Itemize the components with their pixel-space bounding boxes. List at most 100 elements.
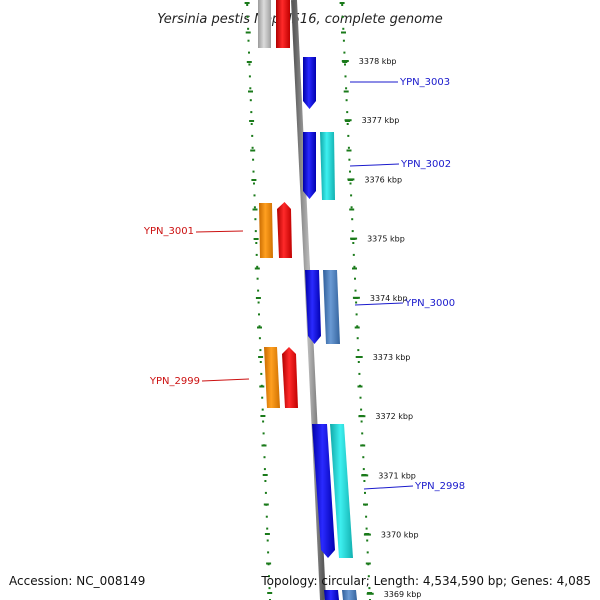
- ruler-tick: [355, 356, 363, 358]
- label-ypn-2999[interactable]: YPN_2999: [149, 376, 200, 387]
- track-dot: [247, 27, 250, 30]
- gene-features: [258, 0, 357, 600]
- track-dot: [263, 468, 266, 471]
- track-dot: [363, 480, 366, 482]
- track-dot: [357, 361, 360, 363]
- track-dash: [251, 179, 257, 181]
- track-dash: [360, 444, 366, 447]
- gene-arrow-ypn-2998-cyan[interactable]: [330, 424, 353, 558]
- track-dash: [263, 503, 269, 506]
- label-ypn-3003[interactable]: YPN_3003: [399, 77, 450, 88]
- track-dot: [349, 170, 351, 173]
- track-dot: [341, 15, 344, 18]
- track-dot: [345, 99, 348, 102]
- track-dot: [250, 111, 253, 114]
- track-dash: [250, 149, 256, 152]
- track-dot: [261, 396, 264, 399]
- track-dot: [347, 146, 350, 149]
- gene-arrow-red-top[interactable]: [276, 0, 290, 48]
- track-dash: [244, 2, 250, 4]
- track-dot: [342, 27, 345, 30]
- ruler-tick-label: 3375 kbp: [367, 235, 405, 244]
- track-dash: [341, 31, 346, 34]
- label-ypn-3000[interactable]: YPN_3000: [404, 298, 455, 309]
- track-dot: [248, 75, 251, 78]
- track-dot: [366, 539, 369, 542]
- gene-arrow-ypn-3003[interactable]: [303, 57, 316, 109]
- label-ypn-3002[interactable]: YPN_3002: [400, 159, 451, 170]
- gene-arrow-ypn-3002-blue[interactable]: [303, 132, 316, 199]
- track-dot: [365, 527, 368, 530]
- dotted-tracks: [244, 2, 373, 600]
- track-dot: [364, 491, 366, 494]
- track-dash: [259, 385, 265, 388]
- track-dot: [251, 134, 254, 137]
- track-dot: [252, 170, 255, 173]
- gene-leaders: [195, 81, 414, 490]
- track-dot: [357, 349, 360, 352]
- track-dot: [351, 230, 354, 233]
- track-dot: [352, 253, 355, 256]
- gene-arrow-ypn-3000-steel[interactable]: [323, 270, 340, 344]
- ruler-tick: [341, 60, 349, 62]
- track-dot: [253, 206, 256, 209]
- track-dot: [358, 372, 361, 375]
- track-dot: [344, 75, 347, 78]
- track-dot: [362, 456, 365, 459]
- gene-arrow-ypn-3000-blue[interactable]: [305, 270, 321, 344]
- ruler-tick: [344, 119, 352, 122]
- track-dot: [246, 4, 249, 6]
- gene-arrow-ypn-3001-orange[interactable]: [259, 203, 273, 258]
- gene-arrow-ypn-2999-orange[interactable]: [264, 347, 280, 408]
- track-dot: [255, 242, 258, 244]
- ruler-tick-label: 3374 kbp: [370, 294, 408, 303]
- ruler-tick-label: 3369 kbp: [384, 590, 422, 599]
- ruler-tick-label: 3377 kbp: [362, 116, 400, 125]
- track-dot: [353, 265, 356, 268]
- kbp-ruler: 3378 kbp 3377 kbp 3376 kbp 3375 kbp 3374 kbp…: [341, 57, 422, 599]
- gene-arrow-ypn-2998-blue[interactable]: [312, 424, 335, 558]
- track-dot: [257, 289, 260, 292]
- gene-labels: YPN_3003 YPN_3002 YPN_3001 YPN_3000 YPN_…: [143, 77, 465, 492]
- gene-arrow-ypn-2999-red[interactable]: [282, 347, 298, 408]
- ruler-tick-label: 3378 kbp: [359, 57, 397, 66]
- leader-ypn-2998: [363, 485, 414, 490]
- leader-ypn-2999: [201, 378, 250, 382]
- track-dash: [354, 326, 360, 329]
- leader-ypn-3002: [349, 163, 400, 167]
- track-dot: [267, 551, 270, 554]
- label-ypn-3001[interactable]: YPN_3001: [143, 226, 194, 237]
- track-dash: [261, 444, 267, 447]
- ruler-tick: [366, 592, 374, 595]
- track-dash: [267, 592, 273, 594]
- gene-arrow-ypn-3001-red[interactable]: [277, 202, 292, 258]
- track-dot: [259, 361, 262, 363]
- track-dot: [268, 587, 271, 590]
- gene-arrow-ypn-3002-cyan[interactable]: [320, 132, 335, 200]
- track-dot: [365, 515, 368, 518]
- track-dot: [350, 194, 353, 197]
- track-dot: [350, 206, 353, 209]
- track-dash: [257, 326, 262, 329]
- ruler-tick-label: 3371 kbp: [378, 471, 416, 480]
- track-dash: [249, 120, 255, 122]
- track-dot: [254, 218, 257, 221]
- track-dot: [368, 587, 371, 590]
- track-dot: [346, 111, 349, 114]
- leader-ypn-3000: [354, 302, 404, 306]
- gene-arrow-steel-bottom[interactable]: [342, 590, 357, 600]
- track-dash: [260, 415, 266, 417]
- gene-arrow-gray-top[interactable]: [258, 0, 271, 48]
- track-dot: [359, 396, 362, 399]
- label-ypn-2998[interactable]: YPN_2998: [414, 481, 465, 492]
- track-dash: [262, 474, 268, 476]
- track-dot: [356, 337, 359, 340]
- track-dash: [246, 61, 252, 63]
- track-dot: [248, 51, 250, 54]
- track-dash: [365, 562, 371, 565]
- track-dot: [250, 123, 253, 125]
- track-dot: [352, 242, 355, 244]
- track-dot: [247, 39, 250, 42]
- gene-arrow-blue-bottom[interactable]: [324, 590, 339, 600]
- track-dot: [262, 432, 265, 435]
